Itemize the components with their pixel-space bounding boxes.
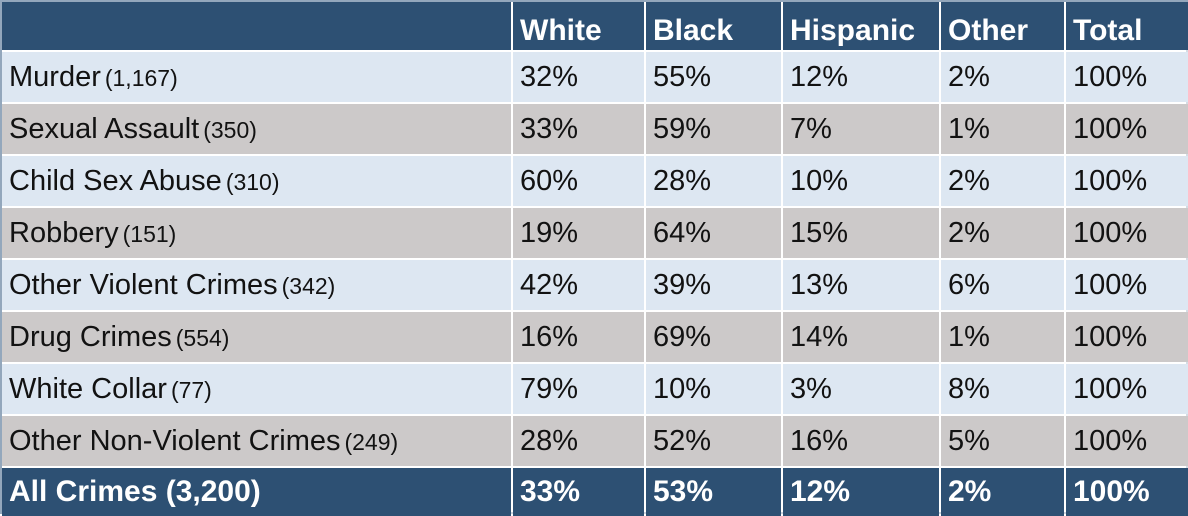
table-row-drug-crimes: Drug Crimes (554) 16% 69% 14% 1% 100% bbox=[2, 310, 1188, 363]
cell-other: 5% bbox=[939, 414, 1065, 467]
cell-black: 28% bbox=[644, 154, 782, 207]
cell-hispanic: 16% bbox=[781, 414, 940, 467]
crime-count: (554) bbox=[175, 324, 230, 351]
cell-hispanic: 12% bbox=[781, 466, 940, 516]
cell-hispanic: 7% bbox=[781, 102, 940, 155]
crime-count: (249) bbox=[344, 428, 399, 455]
cell-total: 100% bbox=[1064, 206, 1188, 259]
row-label: Robbery (151) bbox=[2, 206, 512, 259]
column-header-other: Other bbox=[939, 2, 1065, 51]
cell-total: 100% bbox=[1064, 102, 1188, 155]
crime-count: (342) bbox=[281, 272, 336, 299]
table-row-white-collar: White Collar (77) 79% 10% 3% 8% 100% bbox=[2, 362, 1188, 415]
crime-count: (1,167) bbox=[104, 64, 178, 91]
crime-name: Robbery bbox=[9, 216, 119, 249]
table-row-sexual-assault: Sexual Assault (350) 33% 59% 7% 1% 100% bbox=[2, 102, 1188, 155]
cell-total: 100% bbox=[1064, 50, 1188, 103]
crime-count: (350) bbox=[203, 116, 257, 143]
column-header-empty bbox=[2, 2, 512, 51]
cell-black: 10% bbox=[644, 362, 782, 415]
cell-black: 64% bbox=[644, 206, 782, 259]
crime-count: (77) bbox=[170, 376, 212, 403]
column-header-hispanic: Hispanic bbox=[781, 2, 940, 51]
crime-name: Murder bbox=[9, 60, 101, 93]
table-row-all-crimes-total: All Crimes (3,200) 33% 53% 12% 2% 100% bbox=[2, 466, 1188, 516]
cell-black: 53% bbox=[644, 466, 782, 516]
column-header-total: Total bbox=[1064, 2, 1188, 51]
cell-other: 8% bbox=[939, 362, 1065, 415]
cell-hispanic: 3% bbox=[781, 362, 940, 415]
table-row-other-non-violent-crimes: Other Non-Violent Crimes (249) 28% 52% 16… bbox=[2, 414, 1188, 467]
table-row-other-violent-crimes: Other Violent Crimes (342) 42% 39% 13% 6%… bbox=[2, 258, 1188, 311]
cell-black: 59% bbox=[644, 102, 782, 155]
cell-white: 33% bbox=[511, 102, 645, 155]
cell-total: 100% bbox=[1064, 154, 1188, 207]
crime-count: (310) bbox=[225, 168, 280, 195]
cell-other: 2% bbox=[939, 50, 1065, 103]
crime-name: Sexual Assault bbox=[9, 112, 200, 145]
table-row-robbery: Robbery (151) 19% 64% 15% 2% 100% bbox=[2, 206, 1188, 259]
cell-black: 69% bbox=[644, 310, 782, 363]
cell-total: 100% bbox=[1064, 414, 1188, 467]
cell-total: 100% bbox=[1064, 310, 1188, 363]
table-row-murder: Murder (1,167) 32% 55% 12% 2% 100% bbox=[2, 50, 1188, 103]
row-label: Other Non-Violent Crimes (249) bbox=[2, 414, 512, 467]
cell-white: 16% bbox=[511, 310, 645, 363]
row-label: Child Sex Abuse (310) bbox=[2, 154, 512, 207]
cell-white: 60% bbox=[511, 154, 645, 207]
row-label: Other Violent Crimes (342) bbox=[2, 258, 512, 311]
cell-total: 100% bbox=[1064, 466, 1188, 516]
cell-total: 100% bbox=[1064, 258, 1188, 311]
table-row-child-sex-abuse: Child Sex Abuse (310) 60% 28% 10% 2% 100% bbox=[2, 154, 1188, 207]
crime-name: Drug Crimes bbox=[9, 320, 172, 353]
cell-white: 42% bbox=[511, 258, 645, 311]
cell-other: 6% bbox=[939, 258, 1065, 311]
cell-black: 52% bbox=[644, 414, 782, 467]
cell-total: 100% bbox=[1064, 362, 1188, 415]
cell-other: 2% bbox=[939, 206, 1065, 259]
crime-name: Child Sex Abuse bbox=[9, 164, 222, 197]
crime-count: (151) bbox=[122, 220, 177, 247]
column-header-white: White bbox=[511, 2, 645, 51]
cell-white: 28% bbox=[511, 414, 645, 467]
row-label: Murder (1,167) bbox=[2, 50, 512, 103]
row-label: Drug Crimes (554) bbox=[2, 310, 512, 363]
cell-hispanic: 15% bbox=[781, 206, 940, 259]
table-header-row: White Black Hispanic Other Total bbox=[2, 2, 1188, 51]
cell-black: 55% bbox=[644, 50, 782, 103]
cell-hispanic: 12% bbox=[781, 50, 940, 103]
cell-other: 1% bbox=[939, 102, 1065, 155]
column-header-black: Black bbox=[644, 2, 782, 51]
crime-name: White Collar bbox=[9, 372, 167, 405]
total-row-label: All Crimes (3,200) bbox=[2, 466, 512, 516]
cell-white: 33% bbox=[511, 466, 645, 516]
row-label: Sexual Assault (350) bbox=[2, 102, 512, 155]
cell-other: 2% bbox=[939, 154, 1065, 207]
crime-name: Other Non-Violent Crimes bbox=[9, 424, 341, 457]
row-label: White Collar (77) bbox=[2, 362, 512, 415]
cell-white: 19% bbox=[511, 206, 645, 259]
cell-white: 32% bbox=[511, 50, 645, 103]
cell-black: 39% bbox=[644, 258, 782, 311]
crime-name: Other Violent Crimes bbox=[9, 268, 278, 301]
cell-white: 79% bbox=[511, 362, 645, 415]
cell-hispanic: 13% bbox=[781, 258, 940, 311]
cell-hispanic: 14% bbox=[781, 310, 940, 363]
cell-hispanic: 10% bbox=[781, 154, 940, 207]
cell-other: 1% bbox=[939, 310, 1065, 363]
cell-other: 2% bbox=[939, 466, 1065, 516]
